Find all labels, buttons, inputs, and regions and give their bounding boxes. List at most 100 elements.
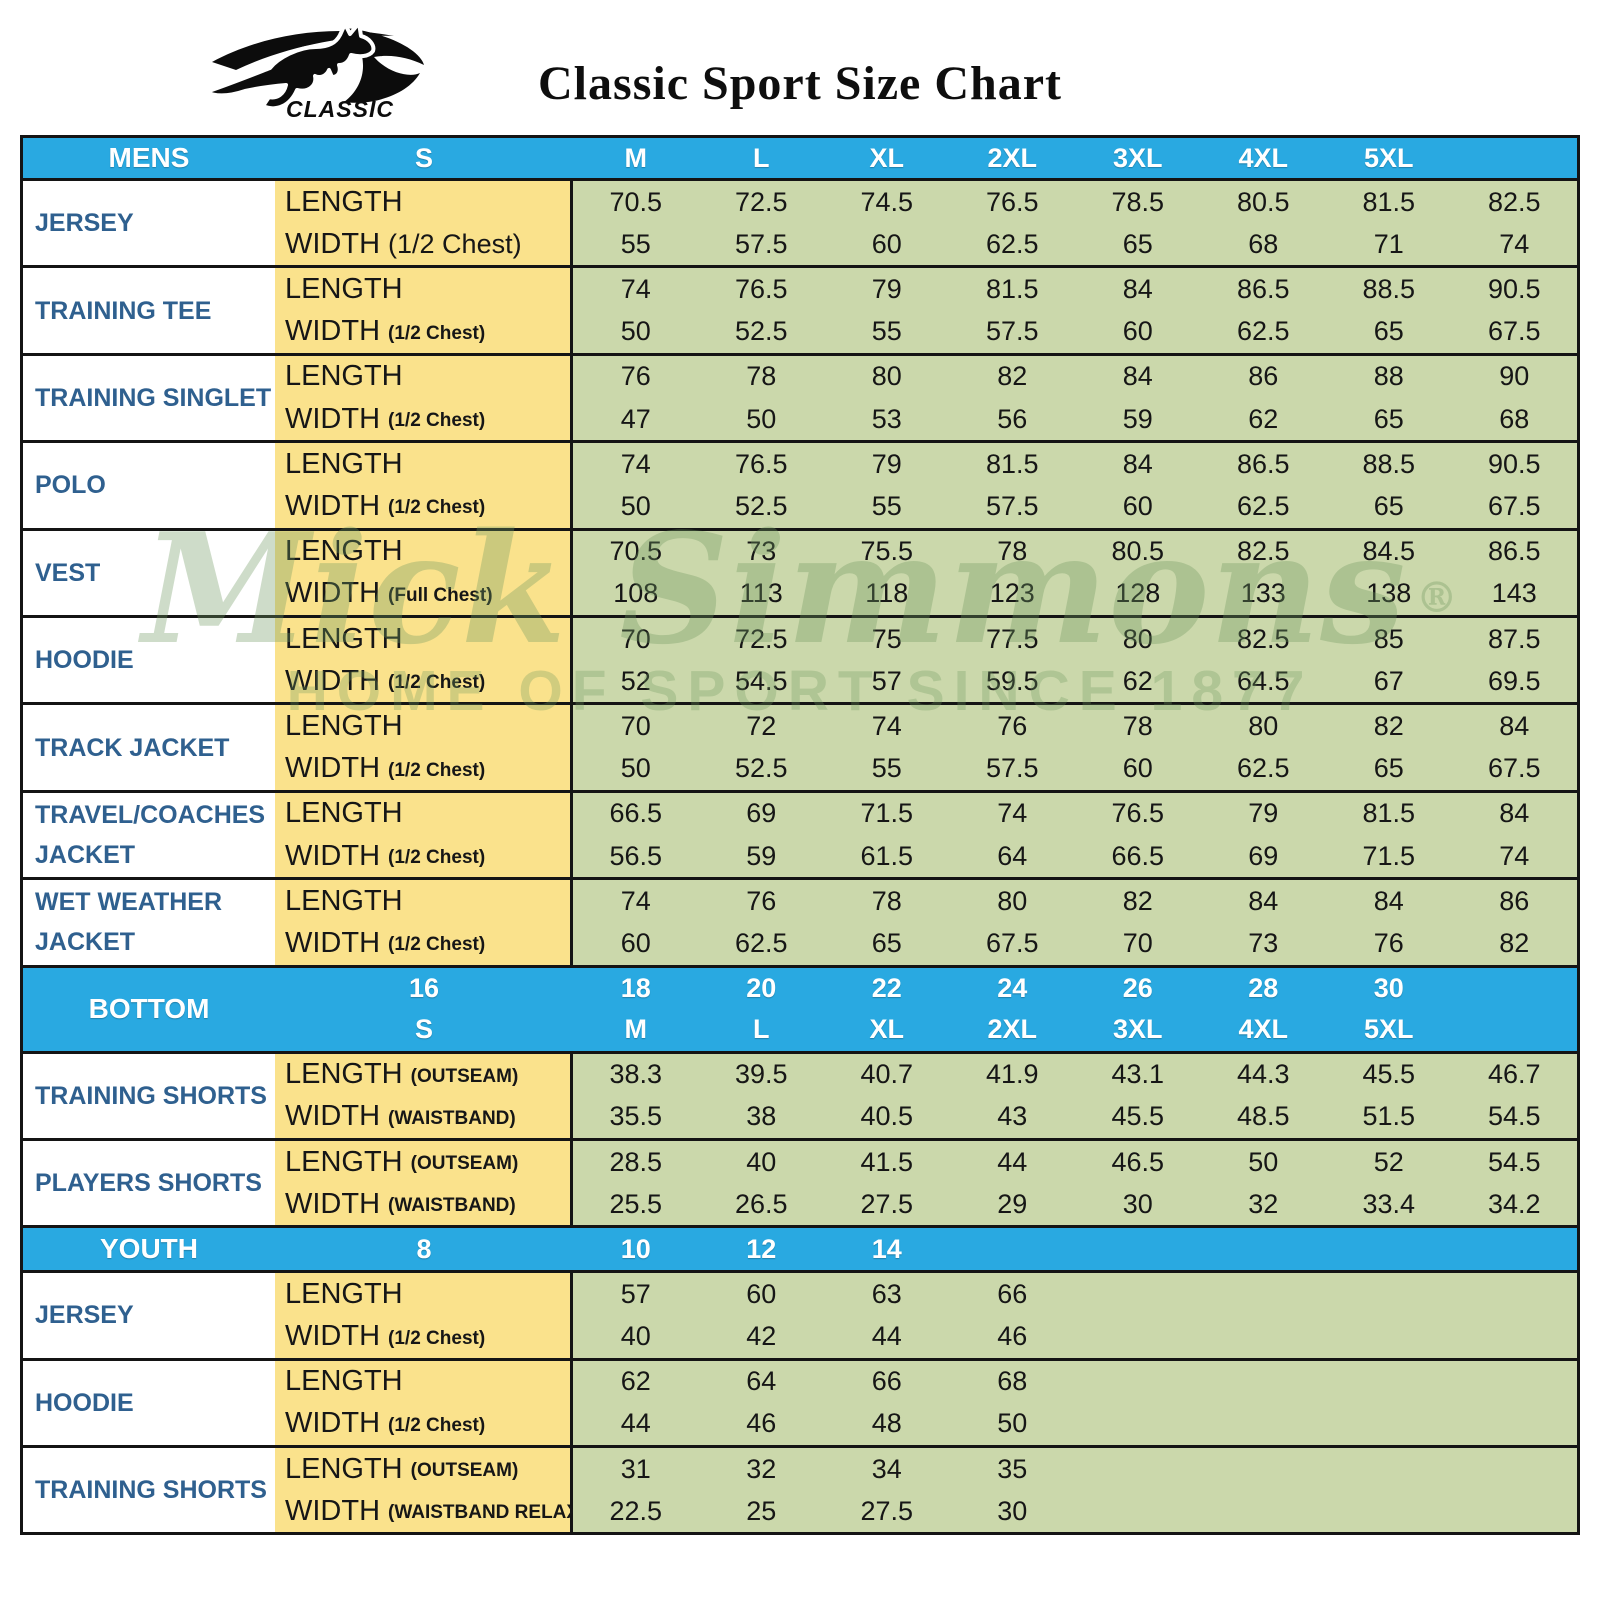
value-cell: 76.5 52.5	[698, 443, 824, 528]
measurement-label: WIDTH (1/2 Chest)	[275, 311, 570, 353]
measurement-label: LENGTH	[275, 443, 570, 485]
size-value: 138	[1366, 578, 1412, 609]
item-name: TRACK JACKET	[23, 705, 275, 790]
value-cell: 82 56	[949, 355, 1075, 441]
size-value: 70	[620, 623, 651, 654]
value-cell: 50 32	[1200, 1140, 1326, 1226]
measurement-note: (1/2 Chest)	[388, 934, 486, 956]
size-value: 82	[997, 361, 1028, 392]
size-value: 74	[620, 273, 651, 304]
size-value	[1452, 1490, 1578, 1532]
product-row-hoodie: HOODIE LENGTH WIDTH (1/2 Chest) 70 52 72.5 54.5…	[23, 614, 1577, 703]
size-value	[1075, 1273, 1201, 1315]
measurement-label: WIDTH (1/2 Chest)	[275, 748, 570, 790]
measurement-note: (1/2 Chest)	[388, 847, 486, 869]
value-cell: 84.5 138	[1326, 530, 1452, 615]
size-value: 50	[1248, 1146, 1279, 1177]
size-value: 68	[997, 1366, 1028, 1397]
value-cell: 74 60	[573, 880, 699, 965]
size-value: 88	[1373, 361, 1404, 392]
size-value: 54.5	[1487, 1146, 1541, 1177]
value-cell	[1326, 1448, 1452, 1533]
classic-logo: CLASSIC	[198, 18, 438, 130]
size-label: 18	[620, 972, 651, 1003]
item-name: HOODIE	[23, 617, 275, 703]
size-label: L	[753, 1014, 770, 1045]
value-cell: 81.5 57.5	[949, 268, 1075, 353]
size-value: 66	[871, 1366, 902, 1397]
size-value: 30	[997, 1495, 1028, 1526]
measurement-note: (1/2 Chest)	[388, 497, 486, 519]
size-value: 74	[871, 710, 902, 741]
size-value: 62.5	[734, 927, 788, 958]
measurement-name: LENGTH	[285, 447, 403, 480]
size-value: 52.5	[734, 753, 788, 784]
value-cell: 35 30	[949, 1448, 1075, 1533]
size-label: S	[414, 1014, 433, 1045]
size-value: 70.5	[609, 186, 663, 217]
size-value: 42	[746, 1321, 777, 1352]
product-row-track-jacket: TRACK JACKET LENGTH WIDTH (1/2 Chest) 70 50 72…	[23, 702, 1577, 790]
value-cell: 44.3 48.5	[1200, 1053, 1326, 1138]
value-cell: 40 26.5	[698, 1140, 824, 1226]
size-value: 81.5	[1362, 186, 1416, 217]
measurement-name: LENGTH	[285, 535, 403, 568]
value-cell: 80 62	[1075, 617, 1201, 703]
value-cell: 80.5 128	[1075, 530, 1201, 615]
size-value: 66	[997, 1278, 1028, 1309]
size-label: 3XL	[1112, 142, 1163, 173]
size-value: 76.5	[985, 186, 1039, 217]
size-value: 82	[1499, 927, 1530, 958]
size-column-header	[1326, 1228, 1452, 1270]
measurement-name: LENGTH	[285, 1145, 403, 1178]
measurement-name: LENGTH	[285, 709, 403, 742]
measurement-name: LENGTH	[285, 1277, 403, 1310]
size-value: 38.3	[609, 1059, 663, 1090]
size-value: 50	[997, 1408, 1028, 1439]
value-cell	[1326, 1360, 1452, 1446]
size-label: 24	[997, 972, 1028, 1003]
size-value: 79	[871, 448, 902, 479]
size-value: 46	[746, 1408, 777, 1439]
size-value: 52	[1373, 1146, 1404, 1177]
size-value: 64	[746, 1366, 777, 1397]
measurement-note: (1/2 Chest)	[388, 672, 486, 694]
size-label: 30	[1373, 972, 1404, 1003]
value-cell: 69 59	[698, 792, 824, 878]
value-cell: 70.5 55	[573, 181, 699, 266]
measurement-label: LENGTH	[275, 356, 570, 398]
size-value: 52.5	[734, 490, 788, 521]
value-cell: 60 42	[698, 1273, 824, 1358]
item-name: POLO	[23, 443, 275, 528]
measurement-label: LENGTH	[275, 793, 570, 835]
size-value: 74	[1499, 228, 1530, 259]
measurement-name: WIDTH	[285, 752, 381, 785]
product-row-training-shorts: TRAINING SHORTS LENGTH (OUTSEAM) WIDTH (WAIS…	[23, 1050, 1577, 1138]
measurement-labels: LENGTH WIDTH (1/2 Chest)	[275, 443, 573, 528]
size-label: 4XL	[1238, 142, 1289, 173]
item-name: TRAVEL/COACHES JACKET	[23, 792, 275, 878]
size-value	[1075, 1490, 1201, 1532]
measurement-name: WIDTH	[285, 1407, 381, 1440]
size-value: 57	[871, 665, 902, 696]
measurement-labels: LENGTH WIDTH (1/2 Chest)	[275, 880, 573, 965]
page-title: Classic Sport Size Chart	[538, 57, 1062, 110]
measurement-name: WIDTH	[285, 577, 381, 610]
size-value: 43.1	[1111, 1059, 1165, 1090]
size-value: 25	[746, 1495, 777, 1526]
size-column-header: 8	[275, 1228, 573, 1270]
measurement-name: WIDTH	[285, 489, 381, 522]
size-value: 68	[1248, 228, 1279, 259]
size-value: 123	[989, 578, 1035, 609]
size-value: 69	[1248, 840, 1279, 871]
value-cell: 40.7 40.5	[824, 1053, 950, 1138]
size-value: 66.5	[609, 798, 663, 829]
size-value: 76.5	[734, 448, 788, 479]
size-value: 67.5	[1487, 753, 1541, 784]
size-column-header: 16 S	[275, 968, 573, 1051]
size-value: 82.5	[1236, 536, 1290, 567]
product-row-training-tee: TRAINING TEE LENGTH WIDTH (1/2 Chest) 74 50 76…	[23, 265, 1577, 353]
size-column-header: 26 3XL	[1075, 968, 1201, 1051]
value-cell: 75 57	[824, 617, 950, 703]
value-cell: 80 67.5	[949, 880, 1075, 965]
